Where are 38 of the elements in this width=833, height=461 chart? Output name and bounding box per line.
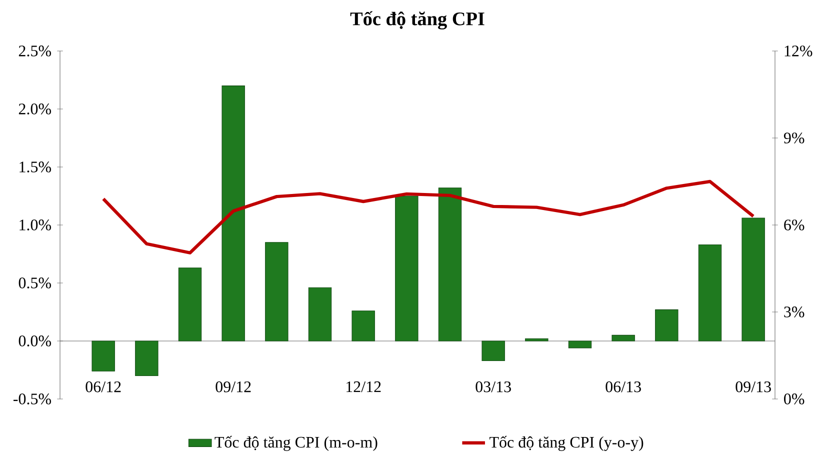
bar bbox=[265, 242, 288, 342]
bar bbox=[612, 334, 635, 342]
x-tick-label: 12/12 bbox=[346, 381, 381, 392]
bar bbox=[568, 340, 592, 348]
bar bbox=[655, 309, 678, 342]
bar bbox=[308, 287, 332, 342]
y-tick-label: 0.5% bbox=[18, 278, 52, 288]
y-tick-label: 0.0% bbox=[18, 336, 52, 346]
y-tick-label: 1.0% bbox=[20, 220, 52, 230]
x-tick-label: 03/13 bbox=[476, 381, 511, 392]
bar bbox=[92, 340, 115, 372]
x-tick-label: 09/12 bbox=[216, 381, 251, 392]
bar bbox=[698, 244, 722, 342]
y2-tick-label: 3% bbox=[784, 306, 804, 318]
y2-tick-label: 6% bbox=[784, 220, 804, 230]
bar bbox=[438, 188, 462, 342]
bar bbox=[222, 86, 245, 342]
y-tick-label: -0.5% bbox=[13, 394, 52, 404]
legend-label: Tốc độ tăng CPI (m-o-m) bbox=[214, 436, 378, 451]
bar bbox=[178, 268, 202, 342]
bar bbox=[135, 340, 158, 376]
x-tick-label: 06/12 bbox=[86, 381, 121, 392]
legend-label: Tốc độ tăng CPI (y-o-y) bbox=[490, 436, 644, 451]
y-tick-label: 2.5% bbox=[18, 46, 52, 56]
bar bbox=[482, 340, 505, 361]
line-series bbox=[102, 180, 755, 254]
bar bbox=[352, 310, 375, 342]
y2-tick-label: 0% bbox=[784, 394, 804, 404]
y-tick-label: 1.5% bbox=[20, 162, 52, 172]
y-tick-label: 2.0% bbox=[18, 104, 52, 114]
x-tick-label: 09/13 bbox=[736, 381, 771, 392]
bar bbox=[395, 196, 418, 342]
chart-title: Tốc độ tăng CPI bbox=[350, 11, 484, 30]
x-tick-label: 06/13 bbox=[606, 381, 641, 392]
bar bbox=[742, 218, 765, 342]
y2-tick-label: 12% bbox=[784, 46, 812, 56]
bar bbox=[525, 338, 548, 342]
y2-tick-label: 9% bbox=[784, 132, 804, 144]
